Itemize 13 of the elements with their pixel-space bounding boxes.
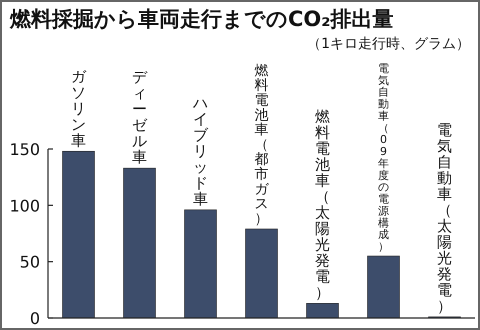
category-label: ガソリン車 — [71, 67, 86, 150]
category-label: ディーゼル車 — [132, 68, 147, 166]
y-tick-label: 100 — [9, 196, 40, 216]
category-label: 燃料電池車（都市ガス） — [254, 62, 268, 227]
y-tick-label: 150 — [9, 140, 40, 159]
chart-title: 燃料採掘から車両走行までのCO₂排出量 — [9, 7, 394, 31]
category-label: 燃料電池車（太陽光発電） — [315, 107, 330, 302]
chart-subtitle: （1キロ走行時、グラム） — [307, 36, 470, 52]
category-label: 電気自動車（太陽光発電） — [437, 120, 452, 315]
category-label: 電気自動車（09年度の電源構成） — [378, 62, 389, 254]
category-label: ハイブリッド車 — [193, 94, 208, 208]
y-tick-label: 50 — [20, 252, 40, 272]
y-tick-label: 0 — [30, 309, 40, 328]
